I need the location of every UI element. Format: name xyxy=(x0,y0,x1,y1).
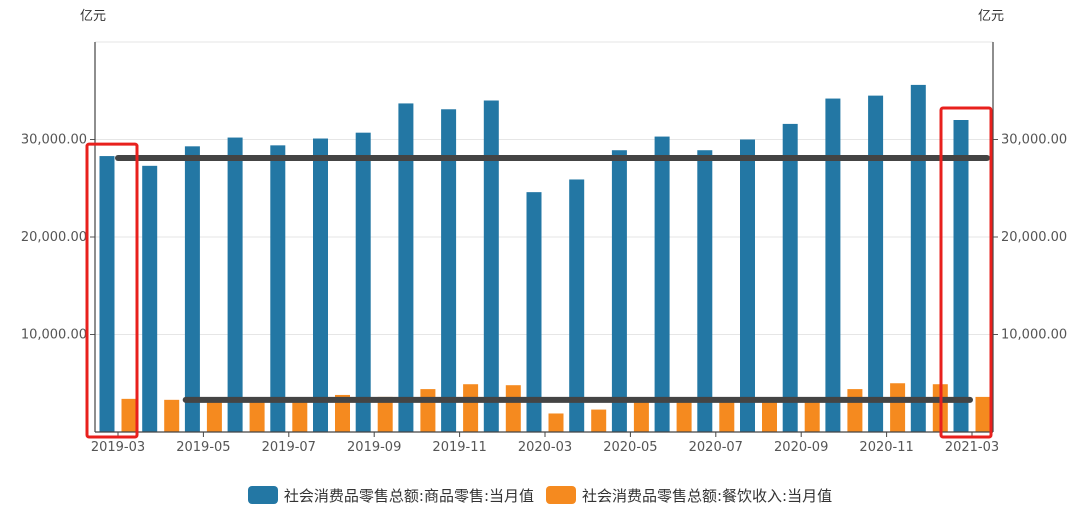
bar-goods-retail-2019-07 xyxy=(270,145,286,432)
bar-goods-retail-2020-06 xyxy=(654,136,670,432)
legend-swatch-goods-retail xyxy=(247,486,278,504)
legend-item-goods-retail[interactable]: 社会消费品零售总额:商品零售:当月值 xyxy=(247,485,534,506)
bar-goods-retail-2020-05 xyxy=(611,150,627,432)
bar-catering-2020-08 xyxy=(762,399,777,432)
bar-goods-retail-2020-04 xyxy=(569,179,585,432)
bar-catering-2020-10 xyxy=(847,389,863,432)
bar-goods-retail-2020-08 xyxy=(740,139,755,432)
bar-catering-2020-11 xyxy=(890,383,906,432)
annotations xyxy=(85,106,993,439)
bar-goods-retail-2019-03 xyxy=(99,156,115,432)
legend-swatch-catering xyxy=(546,486,576,504)
right-tick-label-30000: 30,000.00 xyxy=(1001,133,1067,148)
left-tick-label-30000: 30,000.00 xyxy=(21,133,87,148)
bar-catering-2020-07 xyxy=(719,400,735,432)
bar-catering-2019-03 xyxy=(121,398,137,432)
bar-catering-2019-06 xyxy=(249,398,265,432)
x-tick-label-2019-03: 2019-03 xyxy=(91,440,145,455)
bar-goods-retail-2020-07 xyxy=(697,150,713,432)
bar-goods-retail-2020-09 xyxy=(782,123,798,433)
bar-catering-2019-08 xyxy=(335,394,350,432)
bar-catering-2019-04 xyxy=(164,399,180,432)
x-tick-label-2020-11: 2020-11 xyxy=(859,440,913,455)
bar-catering-2020-05 xyxy=(633,401,649,432)
bar-goods-retail-2020-11 xyxy=(868,95,884,432)
bar-catering-2020-03 xyxy=(548,413,564,432)
left-tick-label-20000: 20,000.00 xyxy=(21,230,87,245)
bar-goods-retail-2019-04 xyxy=(142,165,158,432)
right-axis-unit: 亿元 xyxy=(978,9,1004,24)
highlight-box-2019-03 xyxy=(85,142,139,439)
bar-catering-2019-05 xyxy=(206,397,222,432)
bar-catering-2019-12 xyxy=(505,385,521,432)
highlight-box-2021-03 xyxy=(939,106,993,439)
grid-lines xyxy=(95,41,993,335)
bar-goods-retail-2020-03 xyxy=(526,192,542,432)
bar-chart: 亿元 亿元 10,000.00 10,000.00 20,000.00 20,000.… xyxy=(21,9,1067,455)
right-tick-label-10000: 10,000.00 xyxy=(1001,328,1067,343)
bar-catering-2020-09 xyxy=(804,400,820,432)
legend-label-catering: 社会消费品零售总额:餐饮收入:当月值 xyxy=(582,486,833,505)
bar-catering-2020-04 xyxy=(591,409,607,432)
bar-goods-retail-2020-10 xyxy=(825,98,841,433)
bar-goods-retail-2019-08 xyxy=(313,138,328,432)
left-axis-unit: 亿元 xyxy=(80,9,106,24)
bar-catering-2019-09 xyxy=(377,396,393,432)
bar-goods-retail-2019-05 xyxy=(184,146,200,432)
x-tick-label-2020-07: 2020-07 xyxy=(689,440,743,455)
x-tick-label-2019-05: 2019-05 xyxy=(176,440,230,455)
right-tick-label-20000: 20,000.00 xyxy=(1001,230,1067,245)
bar-catering-2019-10 xyxy=(420,389,436,432)
bar-catering-2021-03 xyxy=(975,396,991,432)
legend-label-goods-retail: 社会消费品零售总额:商品零售:当月值 xyxy=(283,486,534,505)
bars xyxy=(99,84,991,433)
left-tick-label-10000: 10,000.00 xyxy=(21,328,87,343)
x-tick-label-2019-11: 2019-11 xyxy=(432,440,486,455)
bar-catering-2019-07 xyxy=(292,399,308,432)
x-tick-label-2019-09: 2019-09 xyxy=(347,440,401,455)
legend-item-catering[interactable]: 社会消费品零售总额:餐饮收入:当月值 xyxy=(546,485,832,506)
x-tick-label-2019-07: 2019-07 xyxy=(262,440,316,455)
bar-goods-retail-2021-03 xyxy=(953,120,969,432)
axes: 亿元 亿元 10,000.00 10,000.00 20,000.00 20,000.… xyxy=(21,9,1067,455)
bar-catering-2020-06 xyxy=(676,399,692,432)
legend: 社会消费品零售总额:商品零售:当月值 社会消费品零售总额:餐饮收入:当月值 xyxy=(0,482,1080,508)
bar-goods-retail-2019-11 xyxy=(441,109,457,433)
x-tick-label-2020-03: 2020-03 xyxy=(518,440,572,455)
bar-goods-retail-2020-12 xyxy=(910,84,926,433)
bar-goods-retail-2019-10 xyxy=(398,103,414,433)
bar-catering-2019-11 xyxy=(463,384,479,432)
x-tick-label-2021-03: 2021-03 xyxy=(945,440,999,455)
x-tick-label-2020-09: 2020-09 xyxy=(774,440,828,455)
bar-goods-retail-2019-09 xyxy=(355,132,371,433)
bar-goods-retail-2019-06 xyxy=(227,137,243,433)
bar-goods-retail-2019-12 xyxy=(483,100,499,432)
x-tick-label-2020-05: 2020-05 xyxy=(603,440,657,455)
